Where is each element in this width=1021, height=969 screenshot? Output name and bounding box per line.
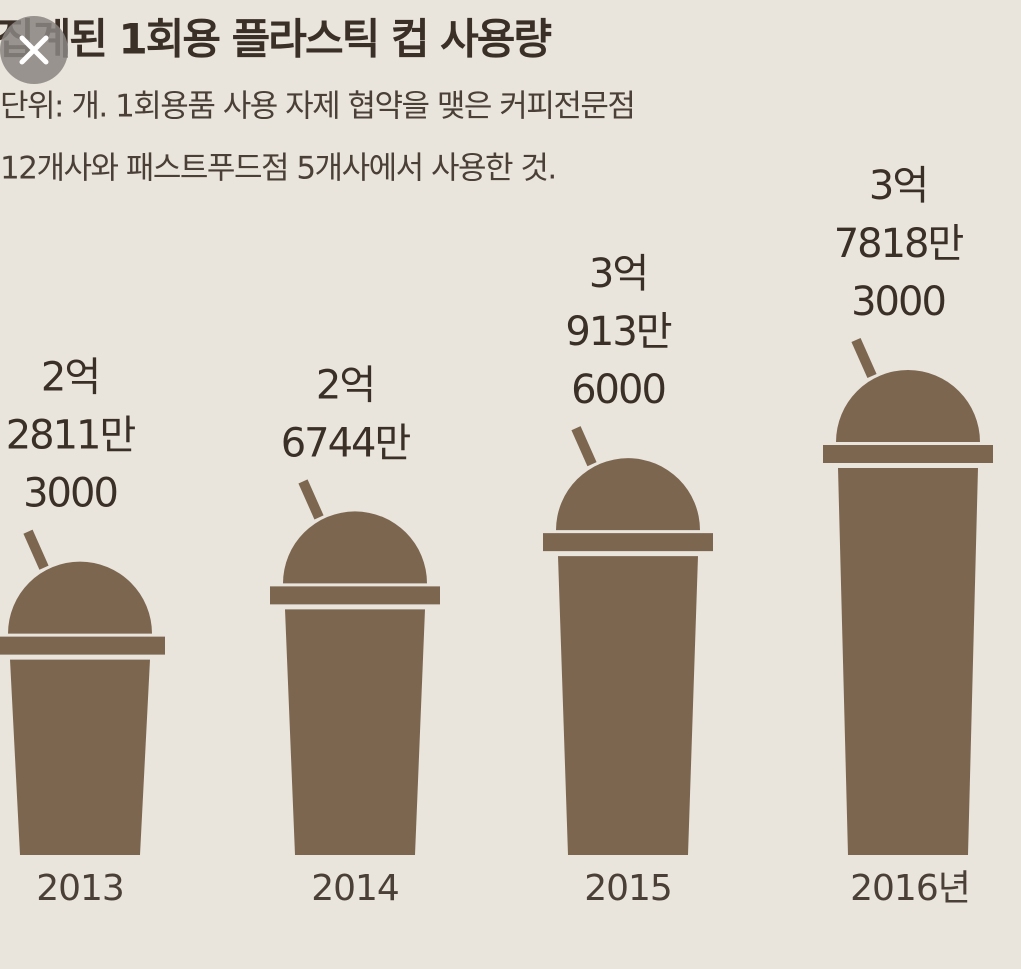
value-label: 3억 — [589, 251, 647, 297]
cup — [270, 511, 440, 855]
x-tick-label: 2016년 — [850, 868, 970, 909]
close-icon[interactable] — [19, 35, 49, 65]
straw — [851, 337, 877, 379]
close-button[interactable] — [0, 16, 68, 84]
value-label: 7818만 — [834, 221, 964, 267]
cup — [0, 561, 165, 855]
subtitle: 12개사와 패스트푸드점 5개사에서 사용한 것. — [0, 151, 556, 187]
x-tick-label: 2015 — [584, 868, 672, 909]
chart-title: 집계된 1회용 플라스틱 컵 사용량 — [0, 15, 551, 64]
value-label: 3000 — [851, 279, 945, 325]
value-label: 913만 — [565, 309, 671, 355]
value-label: 3000 — [23, 471, 117, 517]
cup — [823, 370, 993, 855]
value-label: 3억 — [869, 163, 927, 209]
cup — [543, 458, 713, 855]
value-label: 2811만 — [6, 413, 136, 459]
value-label: 6000 — [571, 367, 665, 413]
straw — [298, 479, 324, 520]
x-tick-label: 2014 — [311, 868, 399, 909]
value-label: 2억 — [316, 362, 374, 408]
straw — [571, 426, 597, 467]
value-label: 6744만 — [281, 420, 411, 466]
x-tick-label: 2013 — [36, 868, 124, 909]
straw — [23, 529, 49, 570]
subtitle: 단위: 개. 1회용품 사용 자제 협약을 맺은 커피전문점 — [0, 89, 634, 125]
value-label: 2억 — [41, 355, 99, 401]
